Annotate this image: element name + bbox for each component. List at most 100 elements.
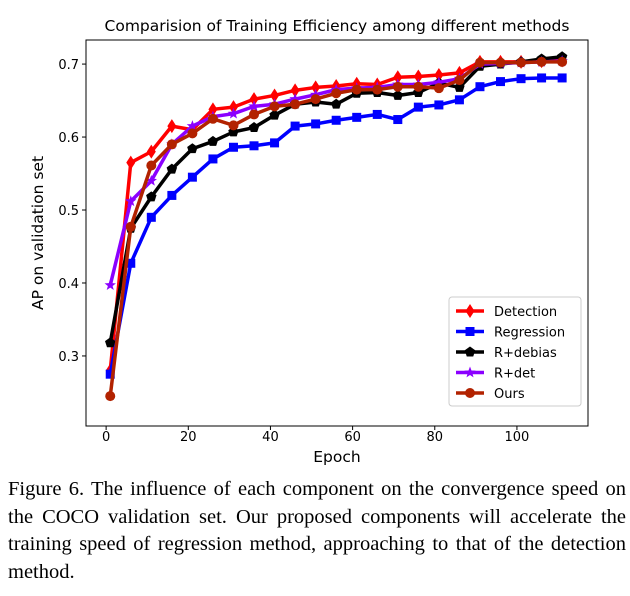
- data-point: [434, 68, 444, 83]
- data-point: [310, 94, 321, 105]
- data-point: [311, 80, 321, 95]
- legend-label: R+det: [494, 367, 535, 382]
- legend-marker: [465, 327, 475, 336]
- data-point: [331, 88, 342, 99]
- data-point: [351, 84, 362, 95]
- data-point: [290, 121, 300, 131]
- data-point: [372, 109, 382, 119]
- legend-label: Detection: [494, 305, 557, 320]
- data-point: [146, 191, 157, 202]
- data-point: [290, 83, 300, 98]
- data-point: [249, 141, 259, 151]
- legend-marker: [464, 366, 476, 378]
- data-point: [289, 93, 301, 104]
- data-point: [105, 391, 116, 402]
- data-point: [495, 57, 506, 68]
- data-point: [393, 70, 403, 85]
- data-point: [393, 115, 403, 125]
- y-tick-label: 0.3: [58, 350, 79, 365]
- data-point: [145, 174, 158, 186]
- data-point: [269, 109, 280, 120]
- x-tick-label: 0: [102, 430, 110, 445]
- legend: Detection Regression R+debias R+det Ours: [448, 296, 582, 407]
- data-point: [557, 73, 567, 83]
- data-point: [167, 190, 177, 200]
- legend-label: R+debias: [494, 346, 557, 361]
- data-point: [227, 107, 240, 119]
- x-tick-label: 40: [262, 430, 279, 445]
- data-point: [454, 75, 465, 86]
- data-point: [557, 56, 568, 67]
- y-axis-label: AP on validation set: [29, 156, 47, 310]
- x-tick-label: 100: [505, 430, 530, 445]
- legend-marker: [465, 304, 475, 318]
- data-point: [207, 113, 218, 124]
- data-point: [372, 84, 383, 95]
- data-point: [249, 92, 259, 107]
- data-point: [187, 143, 198, 154]
- data-point: [290, 99, 301, 110]
- data-point: [207, 135, 219, 146]
- y-tick-label: 0.4: [58, 277, 79, 292]
- series-regression: [105, 73, 567, 379]
- data-point: [126, 155, 136, 170]
- data-point: [269, 101, 280, 112]
- data-point: [454, 95, 464, 105]
- data-point: [166, 139, 177, 150]
- x-tick-label: 80: [426, 430, 443, 445]
- legend-marker: [465, 388, 475, 398]
- data-point: [330, 98, 342, 109]
- data-point: [228, 120, 239, 131]
- data-point: [433, 76, 445, 88]
- data-point: [413, 81, 424, 92]
- data-point: [248, 122, 260, 133]
- data-point: [495, 77, 505, 87]
- data-point: [146, 160, 157, 171]
- data-point: [311, 119, 321, 129]
- data-point: [516, 74, 526, 84]
- data-point: [516, 57, 527, 68]
- y-tick-label: 0.5: [58, 204, 79, 219]
- data-point: [249, 109, 260, 120]
- data-point: [187, 172, 197, 182]
- x-tick-label: 60: [344, 430, 361, 445]
- legend-box: [448, 296, 582, 407]
- data-point: [126, 258, 136, 268]
- data-point: [105, 337, 116, 348]
- data-point: [228, 142, 238, 152]
- data-point: [146, 144, 156, 159]
- legend-marker: [464, 346, 476, 357]
- data-point: [413, 102, 423, 112]
- data-point: [146, 212, 156, 222]
- y-tick-label: 0.6: [58, 131, 79, 146]
- data-point: [433, 83, 444, 94]
- data-point: [537, 73, 547, 83]
- data-point: [270, 88, 280, 103]
- data-point: [104, 279, 116, 291]
- legend-label: Ours: [494, 387, 525, 402]
- x-tick-label: 20: [180, 430, 197, 445]
- data-point: [352, 112, 362, 122]
- data-point: [228, 100, 238, 115]
- series-ours: [105, 56, 568, 402]
- data-point: [434, 100, 444, 110]
- chart: Comparision of Training Efficiency among…: [29, 17, 589, 466]
- data-point: [392, 81, 403, 92]
- data-point: [105, 369, 115, 379]
- y-tick-label: 0.7: [58, 58, 79, 73]
- data-point: [167, 119, 177, 134]
- data-point: [208, 102, 218, 117]
- chart-title: Comparision of Training Efficiency among…: [105, 17, 570, 35]
- x-axis-label: Epoch: [313, 448, 360, 466]
- data-point: [413, 69, 423, 84]
- data-point: [208, 154, 218, 164]
- data-point: [125, 221, 136, 232]
- data-point: [187, 128, 198, 139]
- data-point: [125, 195, 137, 207]
- data-point: [474, 57, 485, 68]
- data-point: [248, 100, 260, 112]
- legend-label: Regression: [494, 326, 565, 341]
- data-point: [186, 120, 199, 131]
- plot-frame: [85, 39, 589, 427]
- data-point: [454, 81, 465, 92]
